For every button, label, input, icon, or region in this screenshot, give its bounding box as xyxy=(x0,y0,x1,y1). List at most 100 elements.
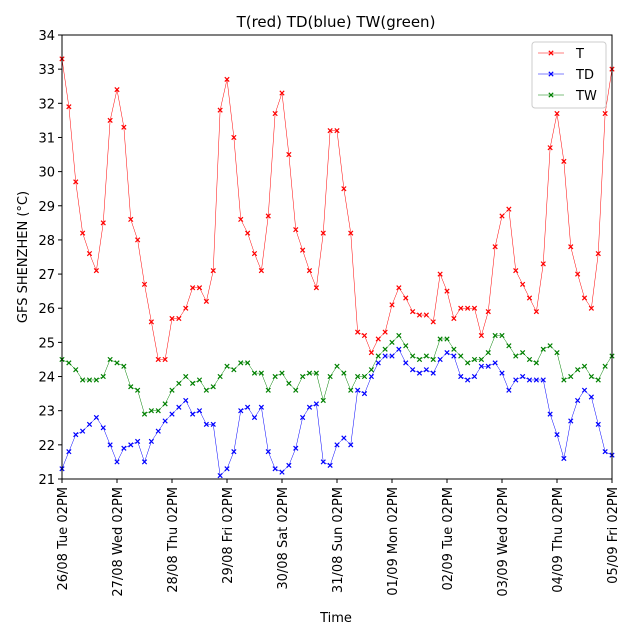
series-t-point xyxy=(293,227,299,233)
series-tw-point xyxy=(444,336,450,342)
series-t-point xyxy=(444,288,450,294)
series-td-point xyxy=(313,401,319,407)
series-td-point xyxy=(389,353,395,359)
series-tw-point xyxy=(293,387,299,393)
series-td-point xyxy=(320,459,326,465)
series-tw-point xyxy=(403,343,409,349)
series-t-point xyxy=(437,271,443,277)
series-t-point xyxy=(80,230,86,236)
series-td-point xyxy=(334,442,340,448)
series-t-point xyxy=(581,295,588,301)
series-t-point xyxy=(588,305,594,311)
series-td-point xyxy=(190,411,196,417)
series-td-point xyxy=(526,377,533,383)
series-td-point xyxy=(306,404,313,410)
series-t-point xyxy=(547,145,553,151)
x-tick-label: 03/09 Wed 02PM xyxy=(496,487,511,597)
series-t-point xyxy=(258,268,264,274)
series-td-point xyxy=(478,363,484,369)
series-t-point xyxy=(286,151,292,158)
series-tw-point xyxy=(272,373,278,380)
series-td-point xyxy=(66,449,72,455)
series-t-point xyxy=(327,128,333,134)
legend-t-label: T xyxy=(575,47,584,62)
series-tw-point xyxy=(540,346,546,352)
series-td-point xyxy=(100,425,106,431)
series-td-point xyxy=(595,421,601,427)
y-tick-label: 29 xyxy=(38,200,55,215)
plot-frame xyxy=(61,34,613,480)
series-tw-point xyxy=(361,373,368,380)
series-td-point xyxy=(251,414,258,421)
series-tw-point xyxy=(100,373,106,380)
legend: T TD TW xyxy=(531,41,607,109)
series-t-point xyxy=(416,312,423,318)
x-tick-label: 31/08 Sun 02PM xyxy=(331,487,346,593)
series-tw-point xyxy=(279,370,285,376)
series-td-point xyxy=(513,377,519,383)
series-t-point xyxy=(471,305,478,311)
series-td-point xyxy=(300,414,306,421)
series-t-point xyxy=(128,216,134,223)
series-td-point xyxy=(423,367,429,373)
series-t-point xyxy=(575,271,581,277)
x-tick-label: 28/08 Thu 02PM xyxy=(166,487,181,593)
series-t-point xyxy=(465,305,471,311)
y-tick-label: 22 xyxy=(38,439,55,454)
series-tw xyxy=(59,332,615,417)
series-td-point xyxy=(217,472,223,479)
series-tw-point xyxy=(341,370,347,376)
x-tick-label: 26/08 Tue 02PM xyxy=(56,487,71,591)
series-td-point xyxy=(86,421,93,427)
series-t-point xyxy=(382,329,388,335)
series-t-point xyxy=(306,268,313,274)
series-t-point xyxy=(148,319,154,325)
series-t-point xyxy=(602,110,608,117)
x-tick-label: 02/09 Tue 02PM xyxy=(441,487,456,591)
legend-td-marker xyxy=(548,71,554,77)
chart-title: T(red) TD(blue) TW(green) xyxy=(236,13,436,31)
series-t-point xyxy=(561,158,567,164)
y-tick-label: 33 xyxy=(38,63,55,78)
series-td-point xyxy=(203,421,209,427)
series-tw-point xyxy=(238,360,244,366)
series-td-point xyxy=(210,421,216,427)
series-t-point xyxy=(451,315,457,322)
series-tw-point xyxy=(471,356,478,363)
series-tw-point xyxy=(368,367,374,373)
series-t-point xyxy=(224,76,230,83)
series-t-point xyxy=(265,213,271,219)
series-t-point xyxy=(272,110,278,117)
series-t-point xyxy=(169,315,175,322)
series-td-point xyxy=(382,353,388,359)
series-tw-point xyxy=(245,360,251,366)
series-tw-point xyxy=(286,380,292,386)
series-t-point xyxy=(513,268,519,274)
series-tw-point xyxy=(265,387,271,393)
series-tw-point xyxy=(141,411,148,417)
series-tw-point xyxy=(437,336,443,342)
series-td-point xyxy=(581,387,588,393)
y-tick-label: 26 xyxy=(38,302,55,317)
series-t-point xyxy=(135,237,141,243)
series-td-point xyxy=(471,373,478,380)
series-td-point xyxy=(499,370,505,376)
series-tw-point xyxy=(595,377,601,383)
series-tw-point xyxy=(217,373,223,380)
series-t-point xyxy=(554,110,560,117)
series-tw-point xyxy=(513,353,519,359)
series-tw-point xyxy=(396,332,402,339)
series-t-point xyxy=(231,134,237,141)
series-t-point xyxy=(520,281,526,287)
series-tw-point xyxy=(602,363,608,369)
series-t-point xyxy=(568,244,574,250)
y-tick-label: 25 xyxy=(38,336,55,351)
legend-tw-label: TW xyxy=(575,89,597,104)
legend-t-marker xyxy=(548,50,554,56)
series-tw-point xyxy=(492,332,498,339)
series-td-point xyxy=(602,449,608,455)
series-tw-point xyxy=(210,384,216,390)
series-tw-point xyxy=(389,339,395,346)
series-tw-point xyxy=(533,360,539,366)
